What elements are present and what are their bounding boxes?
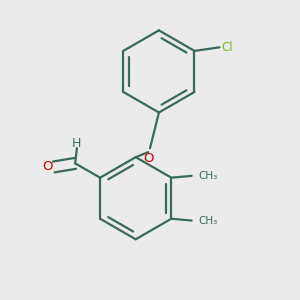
Text: CH₃: CH₃ bbox=[198, 171, 217, 181]
Text: Cl: Cl bbox=[221, 41, 233, 54]
Text: O: O bbox=[143, 152, 154, 165]
Text: CH₃: CH₃ bbox=[198, 215, 217, 226]
Text: O: O bbox=[42, 160, 52, 173]
Text: H: H bbox=[72, 137, 82, 150]
